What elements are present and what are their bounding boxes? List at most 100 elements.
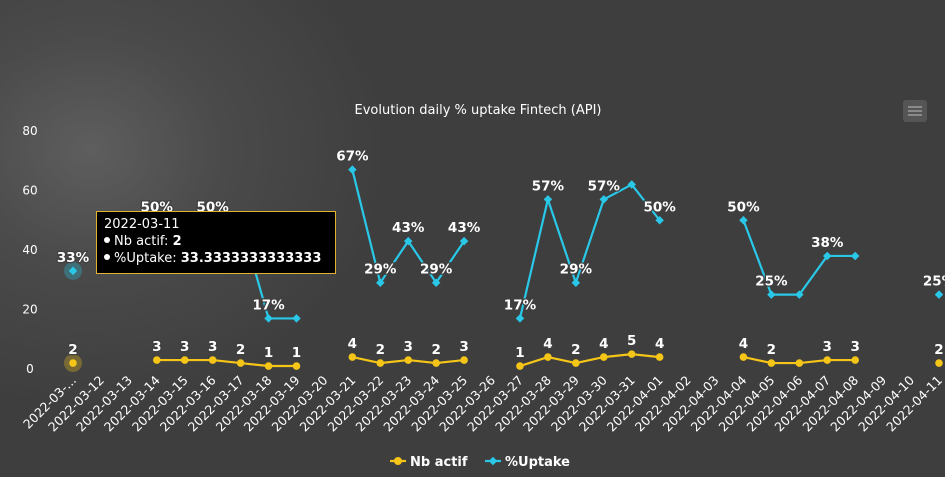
y-tick-label: 60 — [22, 184, 37, 198]
legend-marker — [394, 457, 402, 465]
legend-label: %Uptake — [505, 455, 570, 470]
data-label: 5 — [627, 333, 636, 349]
data-label: 29% — [420, 262, 453, 278]
data-label: 4 — [655, 336, 664, 352]
series-0: 2 3 3 3 2 1 1 4 2 3 2 3 1 4 2 4 5 4 4 2 3 3 2 — [67, 332, 945, 370]
data-label: 4 — [543, 336, 552, 352]
data-label: 50% — [727, 199, 760, 215]
data-point — [599, 353, 608, 361]
series-line-segment — [156, 358, 297, 368]
data-point — [516, 362, 524, 370]
data-point — [850, 251, 860, 261]
data-label: 3 — [850, 339, 859, 355]
data-point — [851, 356, 859, 364]
data-label: 3 — [823, 339, 832, 355]
data-point — [403, 236, 413, 246]
y-axis: 0 20 40 60 80 — [22, 124, 37, 376]
legend-marker — [488, 456, 498, 466]
data-label: 50% — [643, 199, 676, 215]
data-point — [376, 278, 385, 287]
legend-item-1[interactable]: %Uptake — [485, 455, 570, 470]
data-label: 1 — [292, 345, 301, 361]
chart-tooltip: 2022-03-11 Nb actif: 2 %Uptake: 33.33333… — [96, 211, 336, 274]
data-label: 2 — [68, 342, 77, 358]
data-label: 2 — [431, 342, 440, 358]
legend-label: Nb actif — [410, 455, 468, 470]
data-point — [767, 359, 776, 367]
y-tick-label: 40 — [22, 243, 37, 257]
data-point — [348, 165, 357, 174]
data-point — [432, 359, 440, 367]
y-tick-label: 20 — [22, 303, 37, 317]
data-label: 57% — [588, 178, 621, 194]
data-point — [627, 350, 636, 358]
data-label: 43% — [448, 220, 481, 236]
data-label: 4 — [348, 336, 357, 352]
y-tick-label: 0 — [26, 362, 34, 376]
y-tick-label: 80 — [22, 124, 37, 138]
series-layer: 33% 50% 50% 17% 67% 29% 43% 29% 43% 17% 57% 29% 57% 5… — [56, 147, 945, 373]
data-label: 17% — [252, 297, 285, 313]
data-label: 4 — [599, 336, 608, 352]
tooltip-row-nb-actif: Nb actif: 2 — [104, 233, 328, 250]
data-point — [823, 356, 832, 364]
menu-line-icon — [908, 114, 922, 116]
data-label: 1 — [264, 345, 273, 361]
data-point — [153, 356, 161, 364]
data-label: 67% — [336, 149, 369, 165]
data-point — [376, 359, 385, 367]
data-label: 3 — [180, 339, 189, 355]
data-label: 4 — [739, 336, 748, 352]
data-point — [292, 314, 301, 323]
data-label: 25% — [923, 274, 945, 290]
data-point — [543, 195, 553, 204]
data-label: 2 — [236, 342, 245, 358]
data-label: 29% — [364, 262, 397, 278]
data-label: 3 — [459, 339, 468, 355]
data-label: 2 — [376, 342, 385, 358]
data-label: 2 — [767, 342, 776, 358]
x-axis: 2022-03-...2022-03-122022-03-132022-03-1… — [20, 372, 945, 434]
data-point — [292, 362, 301, 370]
chart-menu-button[interactable] — [903, 100, 927, 122]
data-label: 1 — [515, 345, 524, 361]
menu-line-icon — [908, 110, 922, 112]
data-label: 43% — [392, 220, 425, 236]
data-label: 38% — [811, 235, 844, 251]
tooltip-date: 2022-03-11 — [104, 217, 180, 232]
data-point — [459, 236, 469, 246]
data-point — [460, 356, 468, 364]
data-point — [935, 359, 943, 367]
data-point — [572, 359, 580, 367]
data-label: 2 — [571, 342, 580, 358]
data-point — [739, 353, 748, 361]
data-point — [795, 359, 804, 367]
data-label: 2 — [934, 342, 943, 358]
data-point — [795, 290, 804, 299]
tooltip-row-uptake: %Uptake: 33.3333333333333 — [104, 250, 328, 267]
data-label: 3 — [152, 339, 161, 355]
chart-title: Evolution daily % uptake Fintech (API) — [355, 103, 602, 118]
data-point — [69, 359, 77, 367]
data-point — [348, 353, 357, 361]
data-point — [180, 356, 189, 364]
legend-item-0[interactable]: Nb actif — [390, 455, 468, 470]
data-point — [544, 353, 552, 361]
data-point — [208, 356, 217, 364]
data-point — [264, 362, 273, 370]
series-line-segment — [519, 353, 660, 368]
series-1: 33%50% 50%17%67%29%43%29%43%17%57%29%57%5… — [56, 147, 945, 323]
data-point — [404, 356, 413, 364]
data-point — [655, 353, 664, 361]
legend: Nb actif %Uptake — [390, 455, 570, 470]
data-point — [934, 290, 944, 299]
data-label: 3 — [208, 339, 217, 355]
data-point — [599, 195, 609, 204]
data-point — [571, 278, 581, 287]
data-label: 33% — [57, 250, 90, 266]
data-point — [767, 290, 776, 299]
data-label: 29% — [560, 262, 593, 278]
menu-line-icon — [908, 106, 922, 108]
